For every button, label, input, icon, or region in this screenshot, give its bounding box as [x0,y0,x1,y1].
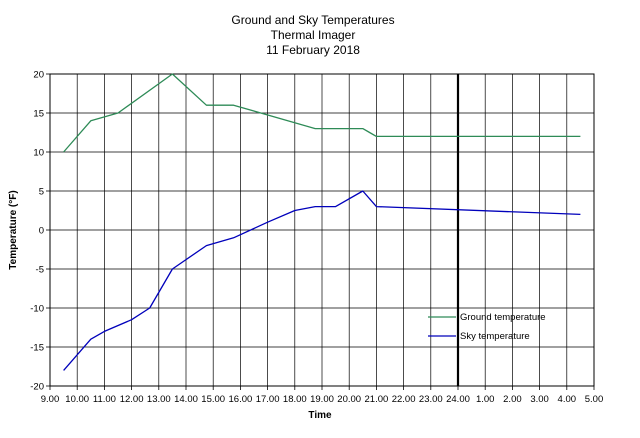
sky-temperature-line [63,190,581,371]
x-tick-label: 3.00 [530,394,549,405]
x-axis-label: Time [308,410,332,421]
chart-title-line-1: Ground and Sky Temperatures [231,13,394,27]
y-tick-label: -20 [30,382,44,393]
x-tick-label: 15.00 [201,394,225,405]
x-tick-label: 4.00 [558,394,577,405]
grid [50,74,594,386]
y-tick-label: 15 [33,109,44,120]
x-tick-label: 10.00 [65,394,89,405]
x-tick-label: 11.00 [93,394,116,405]
legend: Ground temperature Sky temperature [428,312,546,342]
x-tick-label: 13.00 [147,394,171,405]
x-tick-label: 16.00 [229,394,253,405]
x-tick-label: 2.00 [503,394,522,405]
x-tick-label: 22.00 [392,394,416,405]
x-tick-label: 9.00 [41,394,60,405]
x-tick-label: 24.00 [446,394,470,405]
chart-title-line-2: Thermal Imager [271,28,356,42]
series-layer [63,73,581,371]
x-tick-label: 12.00 [120,394,144,405]
legend-label-sky: Sky temperature [460,331,530,342]
x-tick-label: 21.00 [365,394,389,405]
x-tick-label: 20.00 [337,394,361,405]
y-tick-label: 10 [33,148,44,159]
legend-label-ground: Ground temperature [460,312,546,323]
y-tick-label: 0 [39,226,44,237]
x-tick-label: 19.00 [310,394,334,405]
y-tick-label: 20 [33,70,44,81]
x-tick-label: 18.00 [283,394,307,405]
x-tick-label: 14.00 [174,394,198,405]
x-tick-label: 23.00 [419,394,443,405]
y-tick-labels: 20 15 10 5 0 -5 -10 -15 -20 [30,70,50,393]
x-tick-labels: 9.00 10.00 11.00 12.00 13.00 14.00 15.00 16.00 1… [41,386,604,405]
ground-temperature-line [63,73,581,153]
x-tick-label: 17.00 [256,394,280,405]
y-tick-label: -15 [30,343,44,354]
y-tick-label: -5 [36,265,44,276]
y-tick-label: -10 [30,304,44,315]
x-tick-label: 5.00 [585,394,604,405]
y-axis-label: Temperature (°F) [8,190,19,269]
x-tick-label: 1.00 [476,394,495,405]
chart-title-line-3: 11 February 2018 [266,43,360,57]
y-tick-label: 5 [39,187,44,198]
